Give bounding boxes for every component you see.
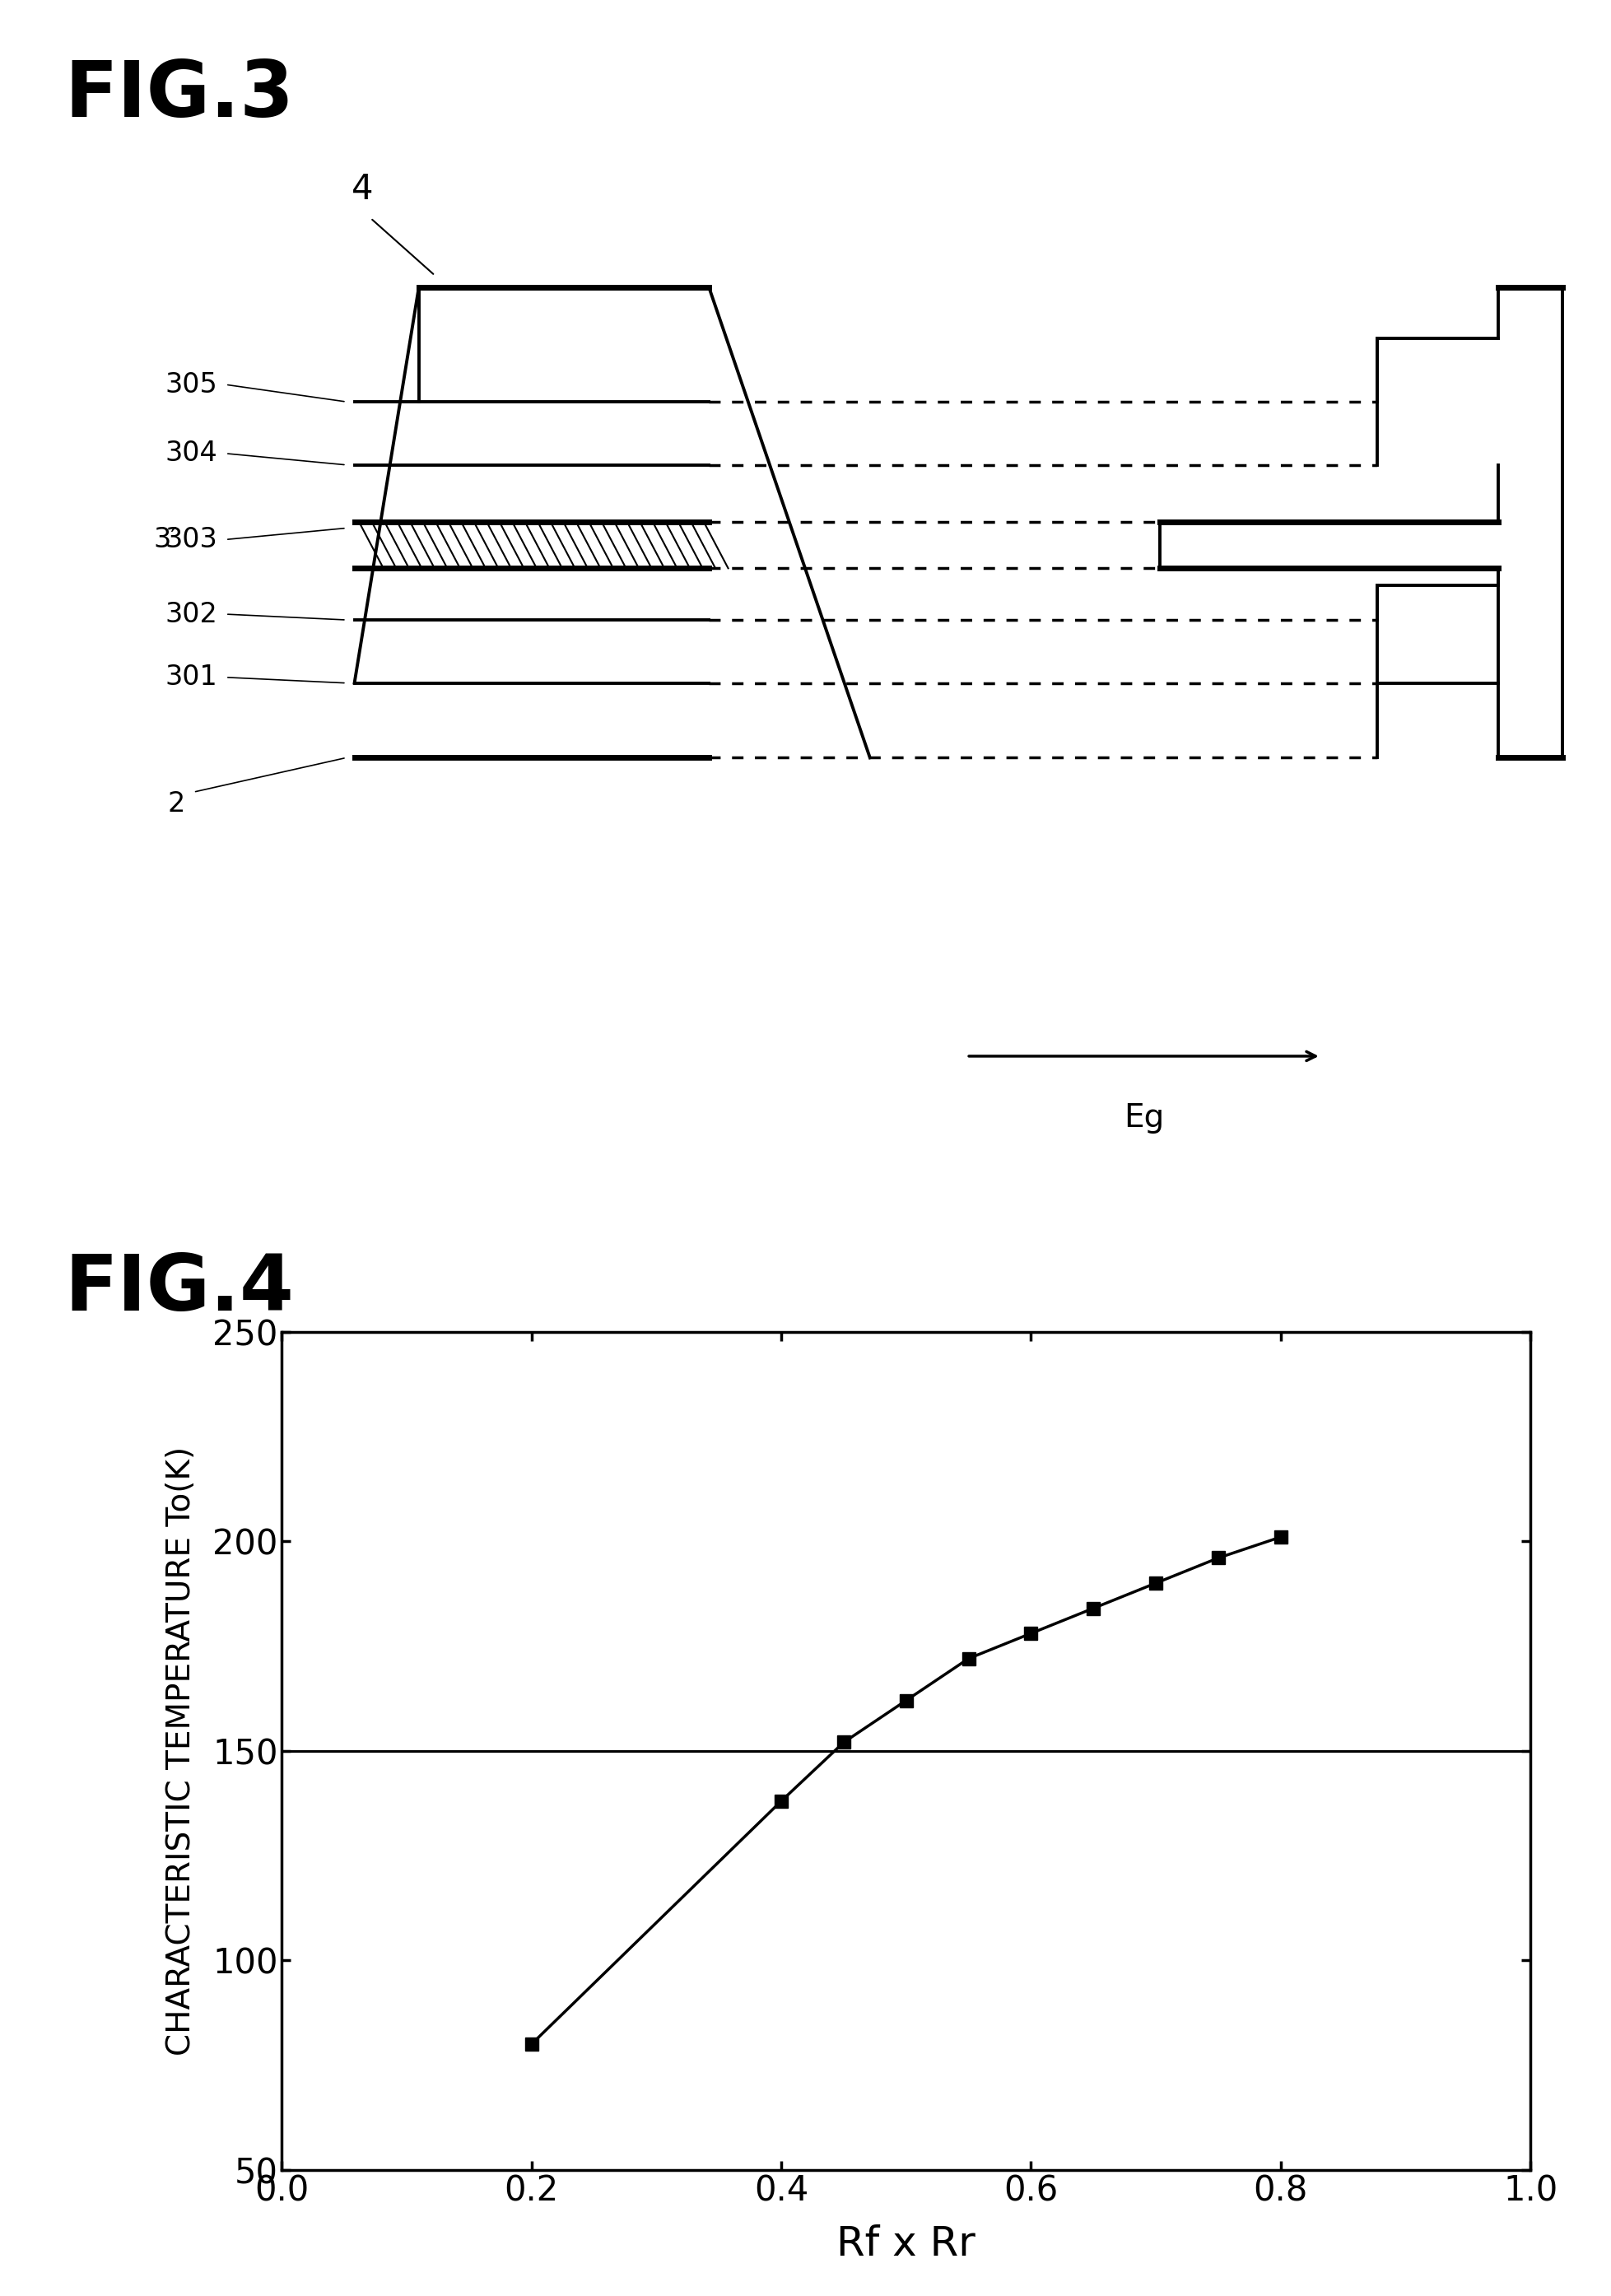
Text: 303: 303 — [164, 526, 217, 553]
Text: FIG.4: FIG.4 — [64, 1251, 295, 1327]
Text: 4: 4 — [351, 172, 374, 207]
Text: 302: 302 — [164, 602, 217, 627]
Text: FIG.3: FIG.3 — [64, 57, 295, 133]
Text: Eg: Eg — [1123, 1102, 1165, 1134]
Text: 3′: 3′ — [153, 526, 177, 553]
Text: 2: 2 — [168, 790, 185, 817]
Text: 305: 305 — [164, 372, 217, 397]
Text: 304: 304 — [164, 441, 217, 466]
Text: 301: 301 — [164, 664, 217, 691]
X-axis label: Rf x Rr: Rf x Rr — [836, 2225, 976, 2264]
Y-axis label: CHARACTERISTIC TEMPERATURE To(K): CHARACTERISTIC TEMPERATURE To(K) — [166, 1446, 197, 2055]
